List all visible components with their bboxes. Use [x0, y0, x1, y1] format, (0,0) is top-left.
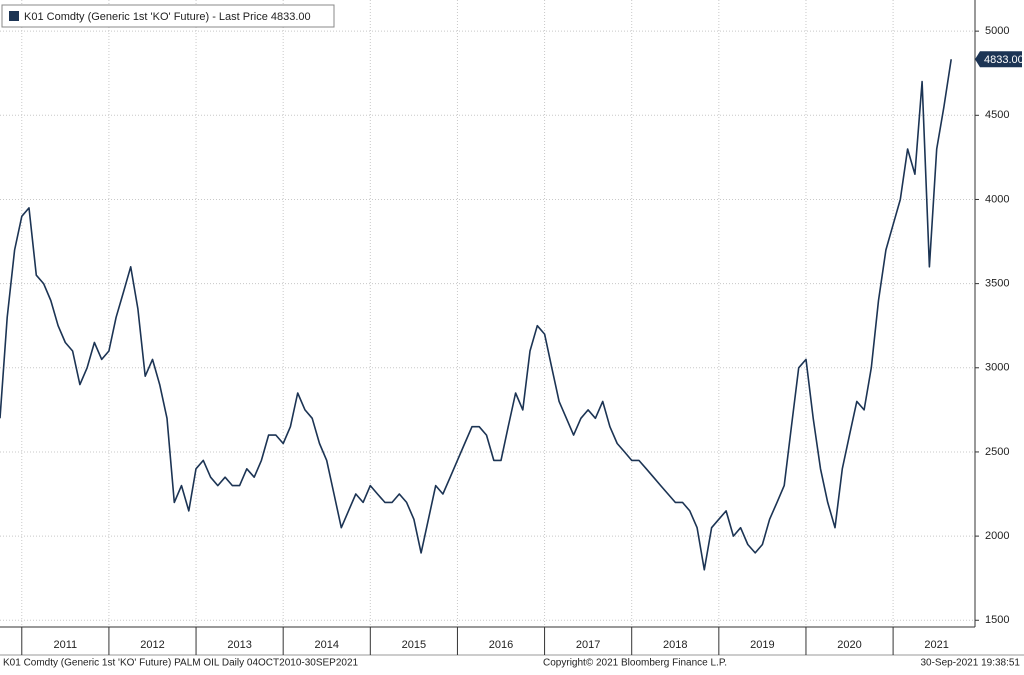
last-price-label: 4833.00 — [984, 54, 1024, 66]
y-tick-label: 4500 — [985, 109, 1009, 121]
x-tick-label: 2017 — [576, 639, 600, 651]
legend: K01 Comdty (Generic 1st 'KO' Future) - L… — [1, 4, 335, 28]
x-tick-label: 2021 — [924, 639, 948, 651]
x-tick-label: 2012 — [140, 639, 164, 651]
y-tick-label: 1500 — [985, 614, 1009, 626]
legend-box — [1, 4, 335, 28]
x-tick-label: 2013 — [227, 639, 251, 651]
price-line — [0, 59, 952, 571]
footer-center: Copyright© 2021 Bloomberg Finance L.P. — [543, 658, 727, 669]
y-tick-label: 2000 — [985, 530, 1009, 542]
footer-left: K01 Comdty (Generic 1st 'KO' Future) PAL… — [3, 658, 359, 669]
y-tick-label: 4000 — [985, 193, 1009, 205]
x-tick-label: 2018 — [663, 639, 687, 651]
last-price-tag — [975, 51, 1022, 68]
x-tick-label: 2016 — [489, 639, 513, 651]
grid — [0, 0, 975, 627]
x-tick-label: 2014 — [315, 639, 339, 651]
x-tick-label: 2015 — [402, 639, 426, 651]
y-tick-label: 3000 — [985, 362, 1009, 374]
x-tick-label: 2011 — [54, 639, 78, 651]
y-tick-label: 2500 — [985, 446, 1009, 458]
legend-swatch — [9, 11, 19, 21]
footer-right: 30-Sep-2021 19:38:51 — [920, 658, 1020, 669]
x-tick-label: 2020 — [837, 639, 861, 651]
y-tick-label: 5000 — [985, 25, 1009, 37]
legend-label: K01 Comdty (Generic 1st 'KO' Future) - L… — [24, 11, 311, 23]
y-tick-label: 3500 — [985, 278, 1009, 290]
x-tick-label: 2019 — [750, 639, 774, 651]
